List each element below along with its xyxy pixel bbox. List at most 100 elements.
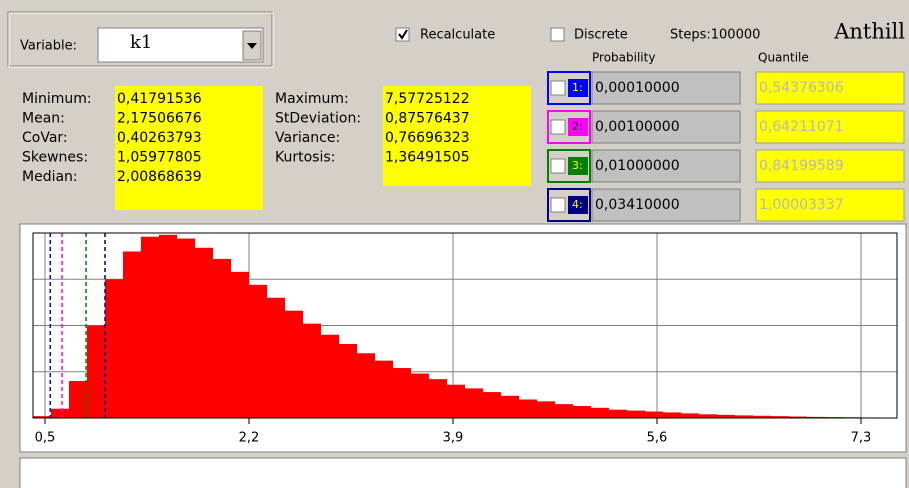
bar [663, 412, 681, 418]
bar [627, 410, 645, 418]
output-panel [19, 457, 907, 488]
bar [321, 334, 339, 418]
probability-header: Probability [592, 51, 655, 65]
row-index: 4: [572, 198, 583, 211]
bar [735, 415, 753, 418]
color-swatch [568, 196, 588, 214]
checkbox-box [550, 80, 566, 96]
check-mark [398, 29, 408, 40]
bar [285, 310, 303, 418]
stat-value: 2,17506676 [117, 111, 202, 127]
bar [231, 271, 249, 418]
bar [375, 360, 393, 418]
stat-label: Mean: [22, 111, 65, 127]
stats-box [383, 86, 531, 186]
bar [69, 381, 87, 418]
bar [105, 279, 123, 418]
quantile-field [755, 71, 905, 105]
bar [249, 284, 267, 418]
probability-value: 0,00100000 [595, 119, 680, 135]
combo-arrow [247, 43, 257, 49]
probability-value: 0,01000000 [595, 158, 680, 174]
x-tick-label: 5,6 [647, 431, 668, 446]
stat-value: 0,76696323 [385, 130, 470, 146]
quantile-field [755, 110, 905, 144]
stats-box [115, 86, 263, 210]
checkbox-box [550, 158, 566, 174]
stat-value: 1,05977805 [117, 150, 202, 166]
bar [447, 384, 465, 418]
recalculate-label: Recalculate [420, 28, 495, 43]
bar [789, 416, 807, 418]
bar [339, 344, 357, 418]
variable-label: Variable: [20, 39, 77, 54]
bar [33, 416, 51, 418]
stat-label: Variance: [275, 130, 340, 146]
discrete-checkbox[interactable] [550, 27, 565, 42]
quantile-field [755, 188, 905, 222]
discrete-label: Discrete [574, 28, 628, 43]
group-box-hl [8, 12, 274, 68]
checkbox-box [550, 119, 566, 135]
bar [123, 251, 141, 418]
stat-value: 0,41791536 [117, 91, 202, 107]
color-swatch [568, 118, 588, 136]
bar [393, 368, 411, 418]
checkbox-box [550, 197, 566, 213]
bar [357, 353, 375, 418]
bar [411, 373, 429, 418]
quantile-header: Quantile [758, 51, 809, 65]
bar [573, 405, 591, 418]
row-index: 3: [572, 159, 583, 172]
bar [501, 395, 519, 418]
bar [609, 409, 627, 418]
quantile-value: 1,00003337 [759, 197, 844, 213]
bar [753, 415, 771, 418]
x-tick-label: 3,9 [443, 431, 464, 446]
bar [645, 411, 663, 418]
x-tick-label: 0,5 [35, 431, 56, 446]
stat-label: CoVar: [22, 130, 68, 146]
probability-field [591, 110, 741, 144]
combo-box[interactable] [97, 27, 264, 63]
bar [699, 414, 717, 418]
combo-value: k1 [130, 32, 152, 53]
bar [159, 234, 177, 418]
bar [465, 388, 483, 418]
bar [591, 407, 609, 418]
bar [519, 399, 537, 418]
bar [303, 323, 321, 418]
stat-value: 1,36491505 [385, 150, 470, 166]
group-box [7, 11, 273, 67]
probability-field [591, 71, 741, 105]
stat-value: 7,57725122 [385, 91, 470, 107]
bar [51, 408, 69, 418]
bar [681, 413, 699, 418]
bar [177, 238, 195, 418]
bar [807, 416, 825, 418]
row-index: 2: [572, 120, 583, 133]
color-swatch [568, 157, 588, 175]
stat-value: 0,40263793 [117, 130, 202, 146]
stat-label: Skewnes: [22, 150, 88, 166]
stat-label: Kurtosis: [275, 150, 335, 166]
bar [555, 404, 573, 418]
stat-value: 2,00868639 [117, 169, 202, 185]
app-title: Anthill [833, 20, 905, 44]
probability-field [591, 188, 741, 222]
stat-label: StDeviation: [275, 111, 361, 127]
bar [771, 416, 789, 418]
x-tick-label: 2,2 [239, 431, 260, 446]
steps-label: Steps:100000 [670, 28, 760, 43]
quantile-value: 0,84199589 [759, 158, 844, 174]
bar [717, 414, 735, 418]
bar [483, 392, 501, 418]
x-tick-label: 7,3 [851, 431, 872, 446]
stat-label: Minimum: [22, 91, 92, 107]
bar [537, 401, 555, 418]
probability-field [591, 149, 741, 183]
bar [213, 258, 231, 418]
probability-value: 0,03410000 [595, 197, 680, 213]
